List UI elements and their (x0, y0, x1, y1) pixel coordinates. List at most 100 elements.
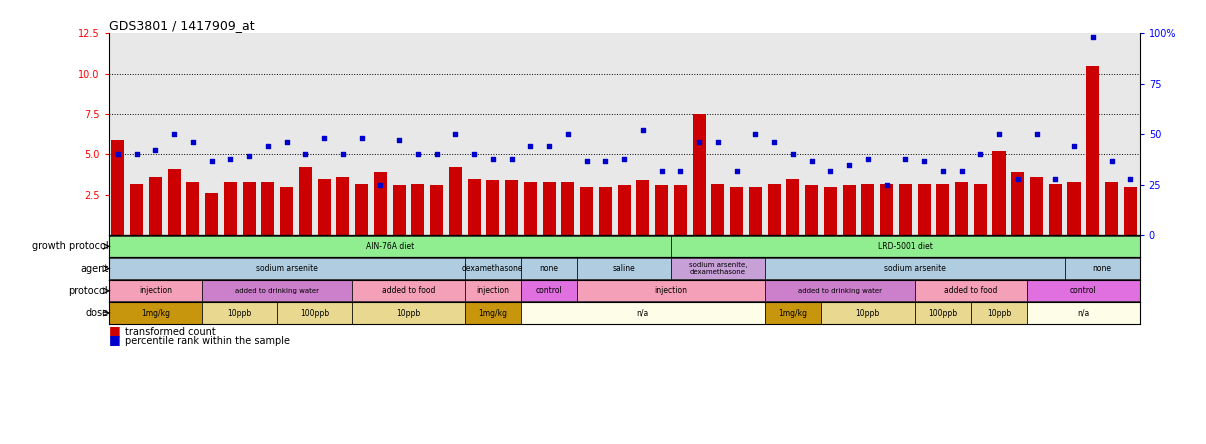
Text: saline: saline (613, 264, 636, 273)
Point (727, 167, 747, 174)
Text: added to food: added to food (382, 286, 435, 295)
Point (877, 181, 896, 188)
FancyBboxPatch shape (821, 302, 914, 324)
Bar (449, 167, 462, 235)
Text: 10ppb: 10ppb (228, 309, 252, 317)
Point (333, 151, 352, 158)
FancyBboxPatch shape (765, 302, 821, 324)
FancyBboxPatch shape (352, 280, 464, 301)
Point (146, 147, 165, 154)
Point (614, 155, 634, 162)
Point (502, 155, 521, 162)
Text: injection: injection (655, 286, 687, 295)
Point (258, 143, 277, 150)
Point (633, 127, 652, 134)
FancyBboxPatch shape (578, 280, 765, 301)
Point (971, 151, 990, 158)
FancyBboxPatch shape (352, 302, 464, 324)
Text: added to drinking water: added to drinking water (235, 288, 320, 294)
Point (390, 137, 409, 144)
Bar (599, 187, 611, 235)
Bar (431, 185, 443, 235)
Bar (111, 140, 124, 235)
Point (221, 155, 240, 162)
Bar (843, 185, 855, 235)
Bar (918, 183, 931, 235)
Point (408, 151, 427, 158)
Bar (973, 183, 987, 235)
Point (1008, 175, 1028, 182)
Bar (336, 177, 350, 235)
Bar (224, 182, 236, 235)
Bar (1049, 183, 1061, 235)
Point (933, 167, 953, 174)
Bar (355, 183, 368, 235)
Text: ■: ■ (109, 333, 121, 346)
Point (783, 151, 802, 158)
Point (1046, 175, 1065, 182)
Point (1102, 157, 1122, 164)
Bar (861, 183, 874, 235)
Text: 1mg/kg: 1mg/kg (141, 309, 170, 317)
Bar (280, 187, 293, 235)
Point (370, 181, 390, 188)
Bar (730, 187, 743, 235)
FancyBboxPatch shape (671, 236, 1140, 257)
Text: 1mg/kg: 1mg/kg (778, 309, 807, 317)
FancyBboxPatch shape (1028, 280, 1140, 301)
Point (690, 139, 709, 146)
FancyBboxPatch shape (914, 302, 971, 324)
Text: 100ppb: 100ppb (929, 309, 958, 317)
FancyBboxPatch shape (464, 258, 521, 279)
Text: sodium arsenite,
dexamethasone: sodium arsenite, dexamethasone (689, 262, 747, 275)
Text: AIN-76A diet: AIN-76A diet (365, 242, 414, 251)
Bar (824, 187, 837, 235)
FancyBboxPatch shape (464, 302, 521, 324)
Bar (1067, 182, 1081, 235)
FancyBboxPatch shape (109, 302, 203, 324)
FancyBboxPatch shape (1028, 302, 1140, 324)
FancyBboxPatch shape (1065, 258, 1140, 279)
FancyBboxPatch shape (521, 280, 578, 301)
Text: 100ppb: 100ppb (300, 309, 329, 317)
FancyBboxPatch shape (765, 280, 914, 301)
Point (896, 155, 915, 162)
Point (708, 139, 727, 146)
FancyBboxPatch shape (277, 302, 352, 324)
Bar (898, 183, 912, 235)
Text: percentile rank within the sample: percentile rank within the sample (125, 336, 291, 346)
Point (484, 155, 503, 162)
Point (127, 151, 146, 158)
Point (315, 135, 334, 142)
Point (240, 153, 259, 160)
Text: agent: agent (80, 264, 109, 274)
Text: 10ppb: 10ppb (987, 309, 1011, 317)
Bar (393, 185, 405, 235)
Bar (655, 185, 668, 235)
Point (427, 151, 446, 158)
Bar (993, 151, 1006, 235)
Bar (1124, 187, 1137, 235)
Bar (561, 182, 574, 235)
FancyBboxPatch shape (971, 302, 1028, 324)
Text: GDS3801 / 1417909_at: GDS3801 / 1417909_at (109, 19, 254, 32)
Point (295, 151, 315, 158)
Bar (617, 185, 631, 235)
Point (989, 131, 1008, 138)
FancyBboxPatch shape (765, 258, 1065, 279)
Bar (262, 182, 275, 235)
Bar (299, 167, 312, 235)
Text: n/a: n/a (1077, 309, 1089, 317)
Point (109, 151, 128, 158)
Bar (486, 180, 499, 235)
Bar (205, 193, 218, 235)
Point (671, 167, 690, 174)
Point (914, 157, 933, 164)
Text: 10ppb: 10ppb (397, 309, 421, 317)
Bar (637, 180, 649, 235)
FancyBboxPatch shape (578, 258, 671, 279)
Bar (806, 185, 818, 235)
Bar (411, 183, 425, 235)
Text: control: control (1070, 286, 1096, 295)
Bar (712, 183, 725, 235)
